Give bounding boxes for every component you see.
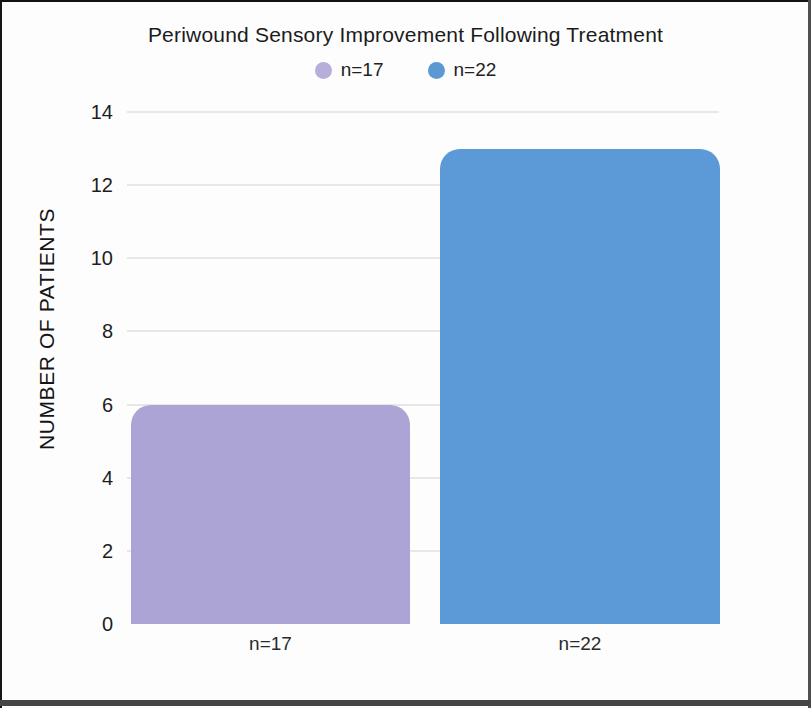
y-tick-label-0: 0 — [28, 613, 113, 635]
legend-swatch-icon — [315, 62, 332, 79]
chart-title: Periwound Sensory Improvement Following … — [0, 23, 811, 47]
periwound-bar-chart-figure: Periwound Sensory Improvement Following … — [0, 0, 811, 708]
x-tick-label-n=22: n=22 — [440, 633, 720, 655]
bar-n=22 — [440, 149, 720, 624]
bar-n=17 — [131, 405, 410, 624]
y-tick-label-6: 6 — [28, 394, 113, 416]
legend-item-0: n=17 — [315, 59, 384, 81]
legend-swatch-icon — [428, 62, 445, 79]
y-tick-label-2: 2 — [28, 540, 113, 562]
y-tick-label-14: 14 — [28, 101, 113, 123]
y-tick-label-4: 4 — [28, 467, 113, 489]
figure-border-bottom — [0, 700, 811, 706]
y-tick-label-12: 12 — [28, 174, 113, 196]
figure-border-top — [0, 0, 811, 2]
x-tick-label-n=17: n=17 — [131, 633, 410, 655]
legend-label: n=22 — [454, 59, 497, 81]
y-tick-label-10: 10 — [28, 247, 113, 269]
chart-legend: n=17 n=22 — [0, 58, 811, 82]
gridline-y-14 — [127, 111, 719, 113]
y-tick-label-8: 8 — [28, 320, 113, 342]
figure-border-left — [0, 0, 2, 708]
legend-label: n=17 — [341, 59, 384, 81]
legend-item-1: n=22 — [428, 59, 497, 81]
